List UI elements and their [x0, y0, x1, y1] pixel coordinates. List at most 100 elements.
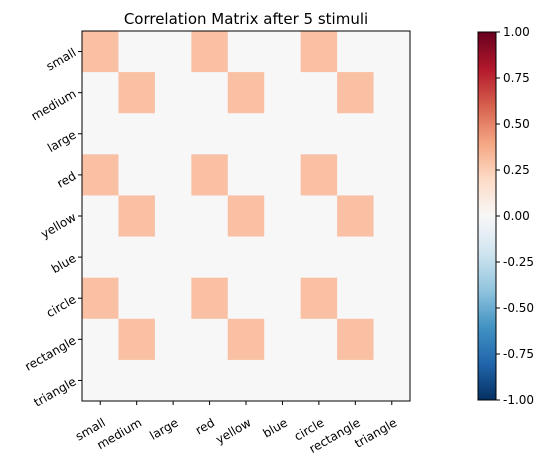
heatmap-cells — [82, 31, 411, 402]
heatmap-cell-large-yellow — [227, 113, 265, 155]
heatmap-cell-circle-large — [154, 277, 192, 320]
heatmap-cell-triangle-large — [154, 359, 192, 402]
heatmap-cell-large-rectangle — [337, 113, 374, 155]
heatmap-cell-blue-triangle — [373, 236, 411, 279]
heatmap-cell-yellow-blue — [264, 195, 302, 237]
colorbar-tick-label: 0.00 — [503, 209, 530, 223]
heatmap-cell-yellow-rectangle — [337, 195, 374, 237]
heatmap-cell-red-small — [82, 154, 119, 196]
heatmap-cell-medium-blue — [264, 72, 302, 114]
heatmap-cell-small-medium — [118, 31, 156, 73]
y-tick-label: yellow — [38, 210, 78, 241]
heatmap-cell-circle-small — [82, 277, 119, 320]
heatmap-cell-circle-rectangle — [337, 277, 374, 320]
heatmap-cell-yellow-red — [191, 195, 229, 237]
heatmap-cell-medium-large — [154, 72, 192, 114]
heatmap-cell-large-blue — [264, 113, 302, 155]
heatmap-cell-circle-medium — [118, 277, 156, 320]
colorbar-ticks: -1.00 -0.75 -0.50 -0.25 0.00 0.25 0.50 0.75 1.00 — [496, 25, 534, 407]
heatmap-cell-medium-small — [82, 72, 119, 114]
heatmap-cell-circle-yellow — [227, 277, 265, 320]
heatmap-cell-small-circle — [300, 31, 338, 73]
y-tick-label: red — [54, 169, 78, 191]
heatmap-cell-triangle-circle — [300, 359, 338, 402]
heatmap-cell-small-rectangle — [337, 31, 374, 73]
heatmap-cell-red-triangle — [373, 154, 411, 196]
heatmap-cell-small-small — [82, 31, 119, 73]
heatmap-cell-rectangle-yellow — [227, 318, 265, 361]
heatmap-cell-large-triangle — [373, 113, 411, 155]
heatmap-cell-triangle-small — [82, 359, 119, 402]
heatmap-cell-small-yellow — [227, 31, 265, 73]
heatmap-cell-circle-circle — [300, 277, 338, 320]
y-tick-label: large — [45, 128, 78, 155]
y-tick-label: small — [44, 45, 79, 73]
heatmap-cell-small-triangle — [373, 31, 411, 73]
heatmap-cell-large-large — [154, 113, 192, 155]
colorbar-tick-label: 1.00 — [503, 25, 530, 39]
heatmap-cell-red-circle — [300, 154, 338, 196]
x-tick-label: blue — [260, 415, 289, 440]
heatmap-cell-yellow-large — [154, 195, 192, 237]
y-axis-ticks: small medium large red yellow blue circle recta… — [22, 45, 82, 410]
y-tick-label: circle — [44, 292, 79, 320]
heatmap-cell-blue-large — [154, 236, 192, 279]
heatmap-cell-triangle-rectangle — [337, 359, 374, 402]
x-tick-label: triangle — [352, 415, 399, 450]
heatmap-cell-small-large — [154, 31, 192, 73]
colorbar-tick-label: 0.75 — [503, 71, 530, 85]
heatmap-cell-triangle-medium — [118, 359, 156, 402]
heatmap-cell-large-medium — [118, 113, 156, 155]
colorbar — [478, 32, 496, 400]
heatmap-cell-yellow-small — [82, 195, 119, 237]
y-tick-label: triangle — [31, 374, 78, 409]
heatmap-cell-blue-blue — [264, 236, 302, 279]
colorbar-tick-label: -1.00 — [503, 393, 534, 407]
heatmap-cell-circle-red — [191, 277, 229, 320]
heatmap-cell-medium-yellow — [227, 72, 265, 114]
colorbar-tick-label: -0.75 — [503, 347, 534, 361]
heatmap-cell-small-blue — [264, 31, 302, 73]
heatmap-cell-blue-yellow — [227, 236, 265, 279]
heatmap-cell-red-blue — [264, 154, 302, 196]
heatmap-cell-rectangle-rectangle — [337, 318, 374, 361]
heatmap-cell-yellow-medium — [118, 195, 156, 237]
heatmap-cell-small-red — [191, 31, 229, 73]
heatmap-cell-red-yellow — [227, 154, 265, 196]
heatmap-cell-red-large — [154, 154, 192, 196]
x-tick-label: yellow — [213, 415, 253, 446]
heatmap-cell-medium-circle — [300, 72, 338, 114]
colorbar-tick-label: 0.25 — [503, 163, 530, 177]
heatmap-cell-blue-circle — [300, 236, 338, 279]
heatmap-cell-yellow-yellow — [227, 195, 265, 237]
heatmap-cell-medium-triangle — [373, 72, 411, 114]
heatmap-cell-red-rectangle — [337, 154, 374, 196]
colorbar-tick-label: -0.25 — [503, 255, 534, 269]
heatmap-cell-red-medium — [118, 154, 156, 196]
colorbar-tick-label: -0.50 — [503, 301, 534, 315]
x-tick-label: large — [147, 415, 180, 442]
heatmap-cell-large-circle — [300, 113, 338, 155]
heatmap-cell-large-small — [82, 113, 119, 155]
heatmap-cell-rectangle-triangle — [373, 318, 411, 361]
heatmap-cell-blue-small — [82, 236, 119, 279]
heatmap-cell-triangle-triangle — [373, 359, 411, 402]
colorbar-tick-label: 0.50 — [503, 117, 530, 131]
heatmap-cell-triangle-red — [191, 359, 229, 402]
heatmap-cell-medium-medium — [118, 72, 156, 114]
heatmap-cell-triangle-yellow — [227, 359, 265, 402]
heatmap-cell-rectangle-circle — [300, 318, 338, 361]
heatmap-cell-blue-rectangle — [337, 236, 374, 279]
heatmap-cell-circle-triangle — [373, 277, 411, 320]
heatmap-cell-large-red — [191, 113, 229, 155]
heatmap-cell-rectangle-large — [154, 318, 192, 361]
y-tick-label: medium — [29, 87, 79, 124]
chart-title: Correlation Matrix after 5 stimuli — [124, 10, 368, 28]
heatmap-cell-circle-blue — [264, 277, 302, 320]
heatmap-cell-rectangle-blue — [264, 318, 302, 361]
y-tick-label: blue — [49, 251, 78, 276]
heatmap-cell-triangle-blue — [264, 359, 302, 402]
heatmap-cell-blue-red — [191, 236, 229, 279]
